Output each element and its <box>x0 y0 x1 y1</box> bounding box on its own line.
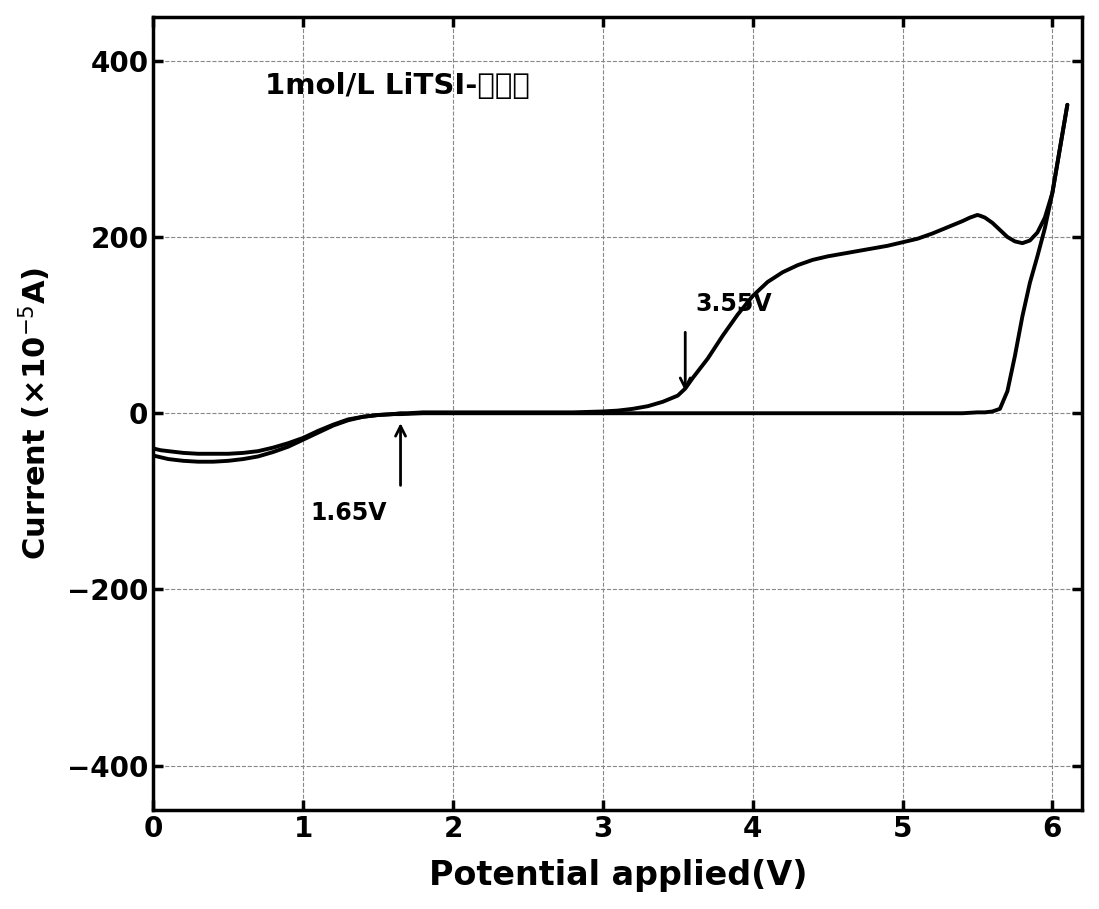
X-axis label: Potential applied(V): Potential applied(V) <box>429 859 807 893</box>
Text: 1.65V: 1.65V <box>311 502 387 525</box>
Y-axis label: Current (×10$^{-5}$A): Current (×10$^{-5}$A) <box>16 266 53 560</box>
Text: 1mol/L LiTSI-正丁醚: 1mol/L LiTSI-正丁醚 <box>265 72 530 100</box>
Text: 3.55V: 3.55V <box>696 293 773 316</box>
